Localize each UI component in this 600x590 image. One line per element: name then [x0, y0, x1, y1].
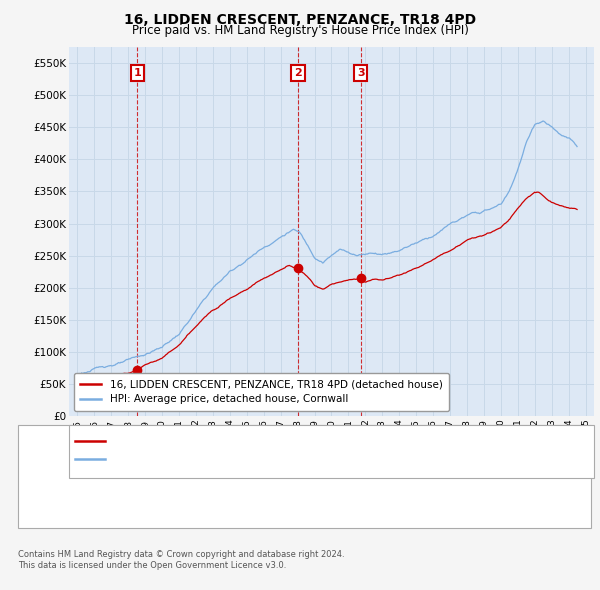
Text: 11-JAN-2008: 11-JAN-2008 [69, 464, 139, 474]
Text: 17-JUL-1998: 17-JUL-1998 [69, 441, 137, 450]
Text: 2: 2 [294, 68, 302, 78]
Text: 1: 1 [29, 441, 37, 450]
Text: 1: 1 [134, 68, 141, 78]
Text: 22% ↓ HPI: 22% ↓ HPI [360, 488, 419, 497]
Legend: 16, LIDDEN CRESCENT, PENZANCE, TR18 4PD (detached house), HPI: Average price, de: 16, LIDDEN CRESCENT, PENZANCE, TR18 4PD … [74, 373, 449, 411]
Text: 2: 2 [29, 464, 37, 474]
Text: £215,000: £215,000 [252, 488, 305, 497]
Text: HPI: Average price, detached house, Cornwall: HPI: Average price, detached house, Corn… [111, 454, 349, 464]
Text: £72,000: £72,000 [252, 441, 298, 450]
Text: Contains HM Land Registry data © Crown copyright and database right 2024.: Contains HM Land Registry data © Crown c… [18, 550, 344, 559]
Text: 16, LIDDEN CRESCENT, PENZANCE, TR18 4PD: 16, LIDDEN CRESCENT, PENZANCE, TR18 4PD [124, 13, 476, 27]
Text: 16, LIDDEN CRESCENT, PENZANCE, TR18 4PD (detached house): 16, LIDDEN CRESCENT, PENZANCE, TR18 4PD … [111, 437, 444, 446]
Text: This data is licensed under the Open Government Licence v3.0.: This data is licensed under the Open Gov… [18, 560, 286, 569]
Text: 23% ↓ HPI: 23% ↓ HPI [360, 464, 419, 474]
Text: 19-SEP-2011: 19-SEP-2011 [69, 488, 140, 497]
Text: Price paid vs. HM Land Registry's House Price Index (HPI): Price paid vs. HM Land Registry's House … [131, 24, 469, 37]
Text: 3: 3 [29, 488, 37, 497]
Text: 20% ↓ HPI: 20% ↓ HPI [360, 441, 419, 450]
Text: £230,000: £230,000 [252, 464, 305, 474]
Text: 3: 3 [357, 68, 364, 78]
